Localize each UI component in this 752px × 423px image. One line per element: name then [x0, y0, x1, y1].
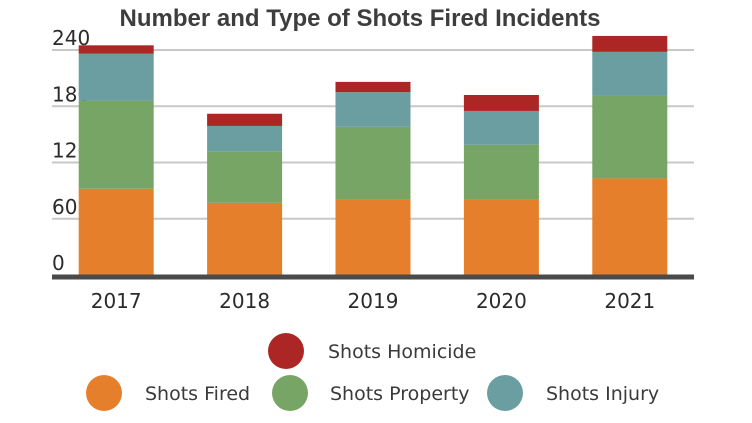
legend-swatch [268, 333, 304, 369]
legend-swatch [487, 375, 523, 411]
bar-segment-shots-injury [592, 51, 668, 96]
bar-segment-shots-property [335, 126, 411, 200]
bar-segment-shots-injury [207, 125, 283, 152]
bar-segment-shots-injury [463, 110, 539, 145]
bar-stack-2019 [335, 81, 411, 275]
bar-segment-shots-homicide [335, 81, 411, 93]
legend-swatch [86, 375, 122, 411]
legend-item-shots-property: Shots Property [272, 375, 470, 411]
bar-segment-shots-homicide [592, 35, 668, 52]
y-tick-label: 0 [52, 251, 65, 275]
bar-segment-shots-property [592, 95, 668, 179]
bar-segment-shots-fired [592, 178, 668, 275]
legend-label: Shots Fired [145, 383, 250, 405]
x-tick-label: 2020 [476, 289, 527, 313]
bar-segment-shots-property [207, 151, 283, 203]
legend-item-shots-fired: Shots Fired [86, 375, 250, 411]
bar-segment-shots-property [463, 144, 539, 200]
bar-stack-2020 [463, 95, 539, 275]
legend-label: Shots Homicide [328, 341, 476, 363]
bar-segment-shots-homicide [78, 45, 154, 54]
legend-label: Shots Injury [546, 383, 659, 405]
bar-segment-shots-injury [335, 92, 411, 127]
bar-segment-shots-fired [463, 199, 539, 275]
bars [78, 35, 668, 275]
x-axis-ticks: 2017 2018 2019 2020 2021 [91, 289, 656, 313]
legend-item-shots-homicide: Shots Homicide [268, 333, 476, 369]
bar-segment-shots-homicide [463, 95, 539, 111]
bar-segment-shots-injury [78, 53, 154, 101]
x-tick-label: 2018 [219, 289, 270, 313]
legend-swatch [272, 375, 308, 411]
bar-segment-shots-fired [335, 199, 411, 275]
bar-segment-shots-property [78, 100, 154, 189]
x-tick-label: 2017 [91, 289, 142, 313]
chart-title: Number and Type of Shots Fired Incidents [120, 5, 601, 32]
bar-segment-shots-fired [78, 188, 154, 275]
legend-label: Shots Property [330, 383, 470, 405]
bar-stack-2021 [592, 35, 668, 275]
bar-stack-2017 [78, 45, 154, 275]
legend: Shots Fired Shots Property Shots Injury Sho… [86, 333, 659, 411]
x-tick-label: 2019 [348, 289, 399, 313]
legend-item-shots-injury: Shots Injury [487, 375, 659, 411]
x-tick-label: 2021 [604, 289, 655, 313]
bar-segment-shots-fired [207, 202, 283, 275]
y-tick-label: 60 [52, 195, 77, 219]
bar-stack-2018 [207, 113, 283, 275]
bar-segment-shots-homicide [207, 113, 283, 126]
